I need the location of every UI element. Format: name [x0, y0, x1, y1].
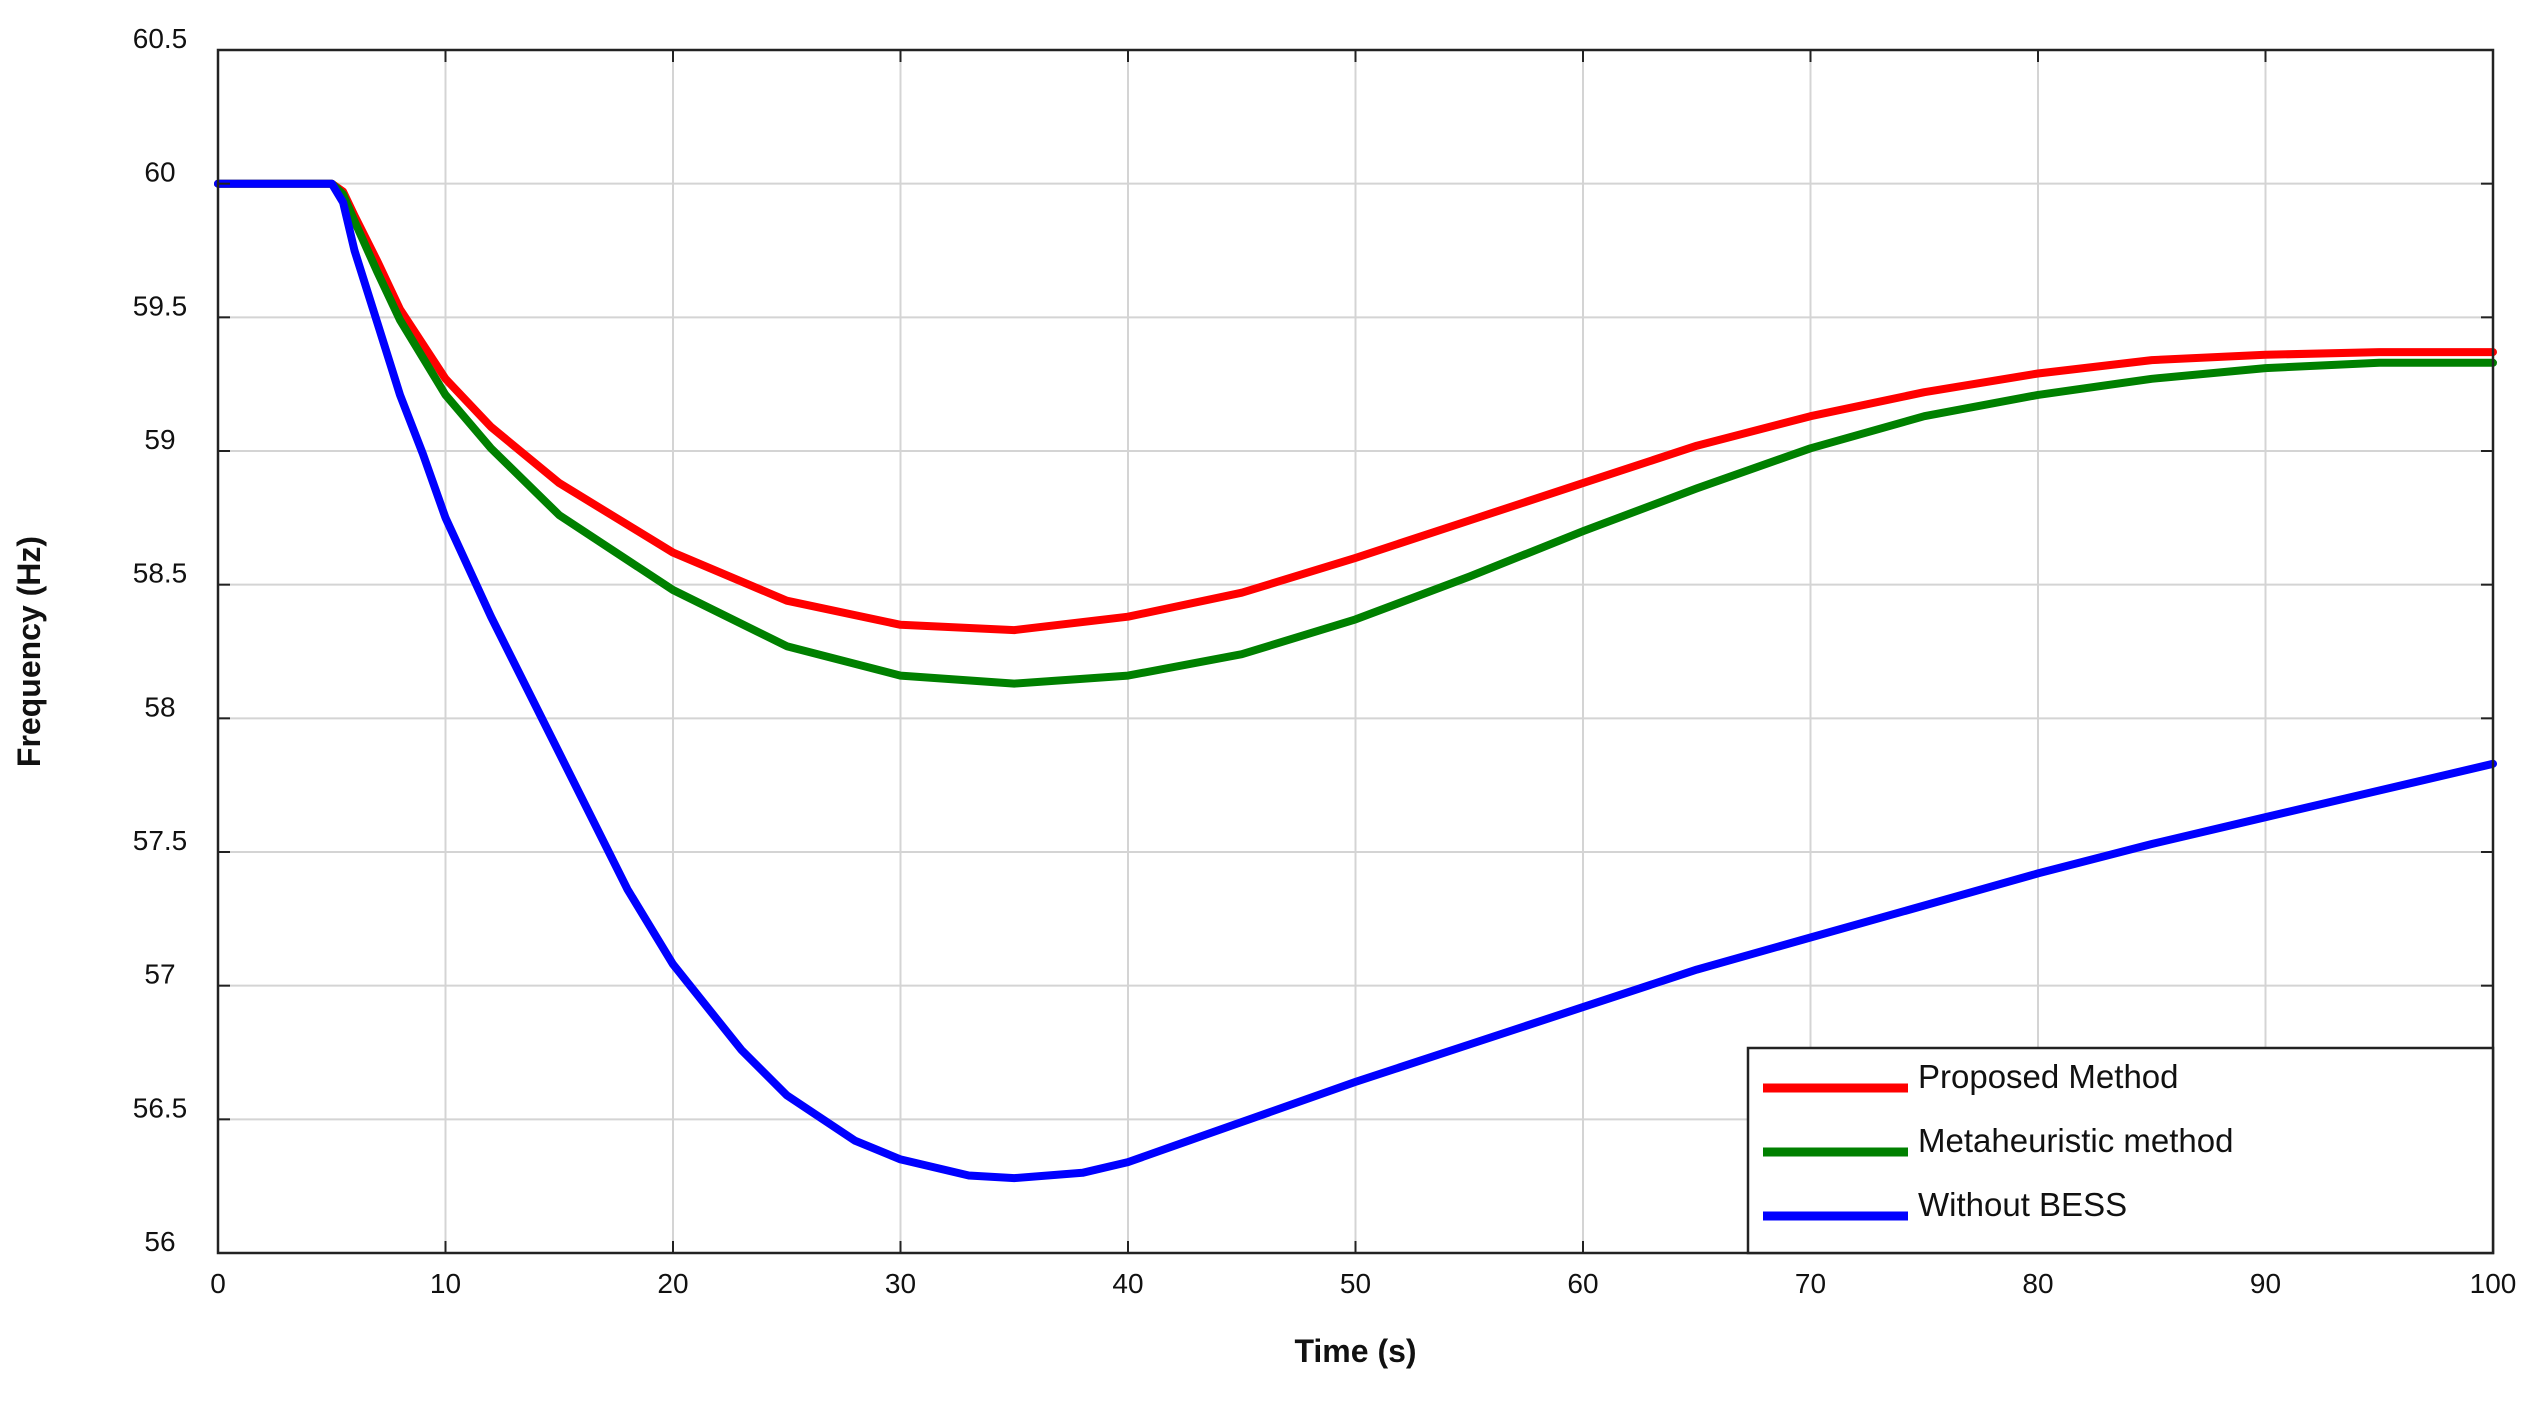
x-tick-label: 50 — [1340, 1268, 1371, 1299]
series-line-0 — [214, 179, 2497, 635]
y-tick-label: 58 — [144, 691, 175, 722]
y-axis-label: Frequency (Hz) — [11, 536, 47, 767]
x-tick-label: 80 — [2022, 1268, 2053, 1299]
series-lines — [214, 179, 2497, 1183]
y-tick-label: 59 — [144, 424, 175, 455]
legend-label: Proposed Method — [1918, 1058, 2179, 1095]
x-tick-label: 100 — [2470, 1268, 2517, 1299]
y-tick-label: 57.5 — [133, 825, 188, 856]
x-tick-label: 40 — [1112, 1268, 1143, 1299]
x-tick-label: 70 — [1795, 1268, 1826, 1299]
y-tick-label: 57 — [144, 959, 175, 990]
legend-label: Without BESS — [1918, 1186, 2127, 1223]
x-tick-label: 90 — [2250, 1268, 2281, 1299]
x-axis-label: Time (s) — [1294, 1333, 1416, 1369]
y-tick-label: 60 — [144, 157, 175, 188]
x-tick-label: 20 — [657, 1268, 688, 1299]
x-tick-label: 30 — [885, 1268, 916, 1299]
series-line-1 — [214, 179, 2497, 688]
y-tick-label: 56 — [144, 1226, 175, 1257]
y-tick-label: 56.5 — [133, 1092, 188, 1123]
legend-label: Metaheuristic method — [1918, 1122, 2233, 1159]
series-line-2 — [214, 179, 2497, 1183]
y-tick-label: 58.5 — [133, 558, 188, 589]
y-tick-label: 59.5 — [133, 290, 188, 321]
legend: Proposed Method Metaheuristic method Witho… — [1746, 1046, 2495, 1255]
y-tick-label: 60.5 — [133, 23, 188, 54]
x-tick-label: 0 — [210, 1268, 226, 1299]
x-tick-label: 10 — [430, 1268, 461, 1299]
x-tick-label: 60 — [1567, 1268, 1598, 1299]
axis-ticks: 0 10 20 30 40 50 60 70 80 90 100 56 56.5 57 57.5 58 58.5… — [133, 23, 2517, 1299]
